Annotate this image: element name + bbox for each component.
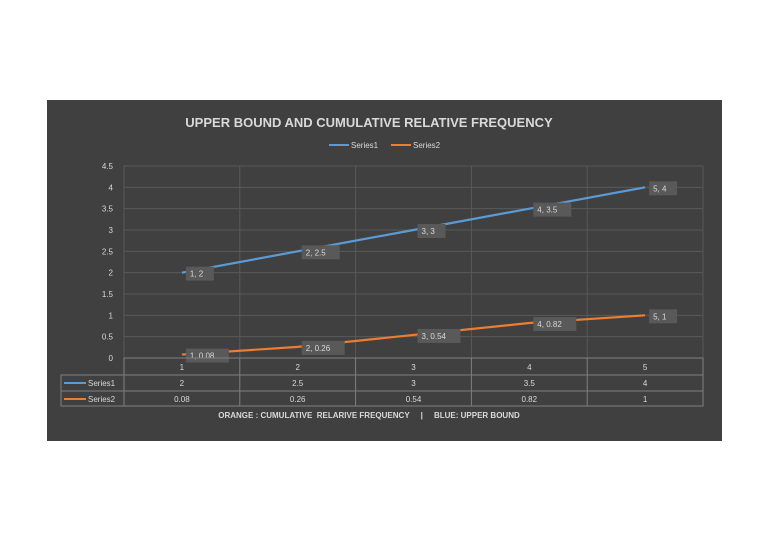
data-label-box [417, 224, 446, 238]
legend-label: Series1 [351, 141, 379, 150]
table-series-name: Series1 [88, 379, 116, 388]
data-label: 5, 1 [649, 309, 678, 324]
data-label: 2, 2.5 [301, 245, 340, 260]
legend-label: Series2 [413, 141, 441, 150]
table-category: 1 [180, 363, 185, 372]
data-label-text: 1, 2 [190, 270, 204, 279]
data-label: 1, 2 [185, 266, 214, 281]
y-tick-label: 3 [109, 226, 114, 235]
table-category: 5 [643, 363, 648, 372]
table-cell: 0.54 [406, 395, 422, 404]
data-label-box [185, 266, 214, 281]
line-chart: UPPER BOUND AND CUMULATIVE RELATIVE FREQ… [60, 115, 704, 420]
data-label-text: 3, 0.54 [422, 332, 447, 341]
y-tick-label: 1 [109, 311, 114, 320]
chart-area: UPPER BOUND AND CUMULATIVE RELATIVE FREQ… [47, 100, 722, 441]
data-label-text: 5, 1 [653, 312, 667, 321]
data-label: 5, 4 [649, 181, 678, 196]
data-label: 3, 3 [417, 224, 446, 238]
table-category: 3 [411, 363, 416, 372]
data-table: 1 2 3 4 5 Series1 2 2.5 3 3.5 4 Series2 0.08 0.26 0.54… [60, 357, 704, 407]
y-tick-label: 0.5 [102, 333, 114, 342]
table-category: 4 [527, 363, 532, 372]
data-label: 4, 3.5 [533, 202, 572, 217]
data-label-box [533, 202, 572, 217]
data-label-box [301, 340, 345, 355]
data-label-text: 2, 2.5 [306, 248, 327, 257]
data-label-text: 4, 0.82 [537, 320, 562, 329]
y-tick-label: 3.5 [102, 205, 114, 214]
series-line [181, 186, 646, 274]
data-labels: 1, 2 2, 2.5 3, 3 4, 3.5 5, 4 1, 0.08 2, 0.26 3,… [185, 181, 678, 363]
data-label-text: 5, 4 [653, 184, 667, 193]
table-category: 2 [295, 363, 300, 372]
data-label-box [301, 245, 340, 260]
y-tick-label: 2.5 [102, 247, 114, 256]
table-cell: 2 [180, 379, 185, 388]
y-tick-label: 4 [109, 183, 114, 192]
data-label: 1, 0.08 [185, 348, 229, 363]
y-tick-label: 4.5 [102, 162, 114, 171]
data-label-box [533, 317, 577, 332]
table-cell: 0.82 [522, 395, 538, 404]
y-axis: 0 0.5 1 1.5 2 2.5 3 3.5 4 4.5 [102, 162, 114, 363]
table-cell: 0.26 [290, 395, 306, 404]
data-label-text: 4, 3.5 [537, 206, 558, 215]
chart-title: UPPER BOUND AND CUMULATIVE RELATIVE FREQ… [185, 115, 553, 130]
data-label-box [649, 309, 678, 324]
y-tick-label: 2 [109, 269, 114, 278]
data-label-box [649, 181, 678, 196]
data-label-box [417, 328, 461, 343]
table-cell: 4 [643, 379, 648, 388]
table-cell: 3 [411, 379, 416, 388]
data-label-text: 1, 0.08 [190, 352, 215, 361]
y-tick-label: 0 [109, 354, 114, 363]
gridlines [123, 165, 704, 359]
data-label: 3, 0.54 [417, 328, 461, 343]
legend: Series1 Series2 [329, 141, 441, 150]
table-series-name: Series2 [88, 395, 116, 404]
data-label-box [185, 348, 229, 363]
table-cell: 1 [643, 395, 648, 404]
data-label-text: 2, 0.26 [306, 344, 331, 353]
data-label-text: 3, 3 [422, 227, 436, 236]
table-cell: 0.08 [174, 395, 190, 404]
y-tick-label: 1.5 [102, 290, 114, 299]
table-cell: 3.5 [524, 379, 536, 388]
data-label: 4, 0.82 [533, 317, 577, 332]
table-cell: 2.5 [292, 379, 304, 388]
footer-note: ORANGE : CUMULATIVE RELARIVE FREQUENCY |… [218, 411, 520, 420]
data-label: 2, 0.26 [301, 340, 345, 355]
